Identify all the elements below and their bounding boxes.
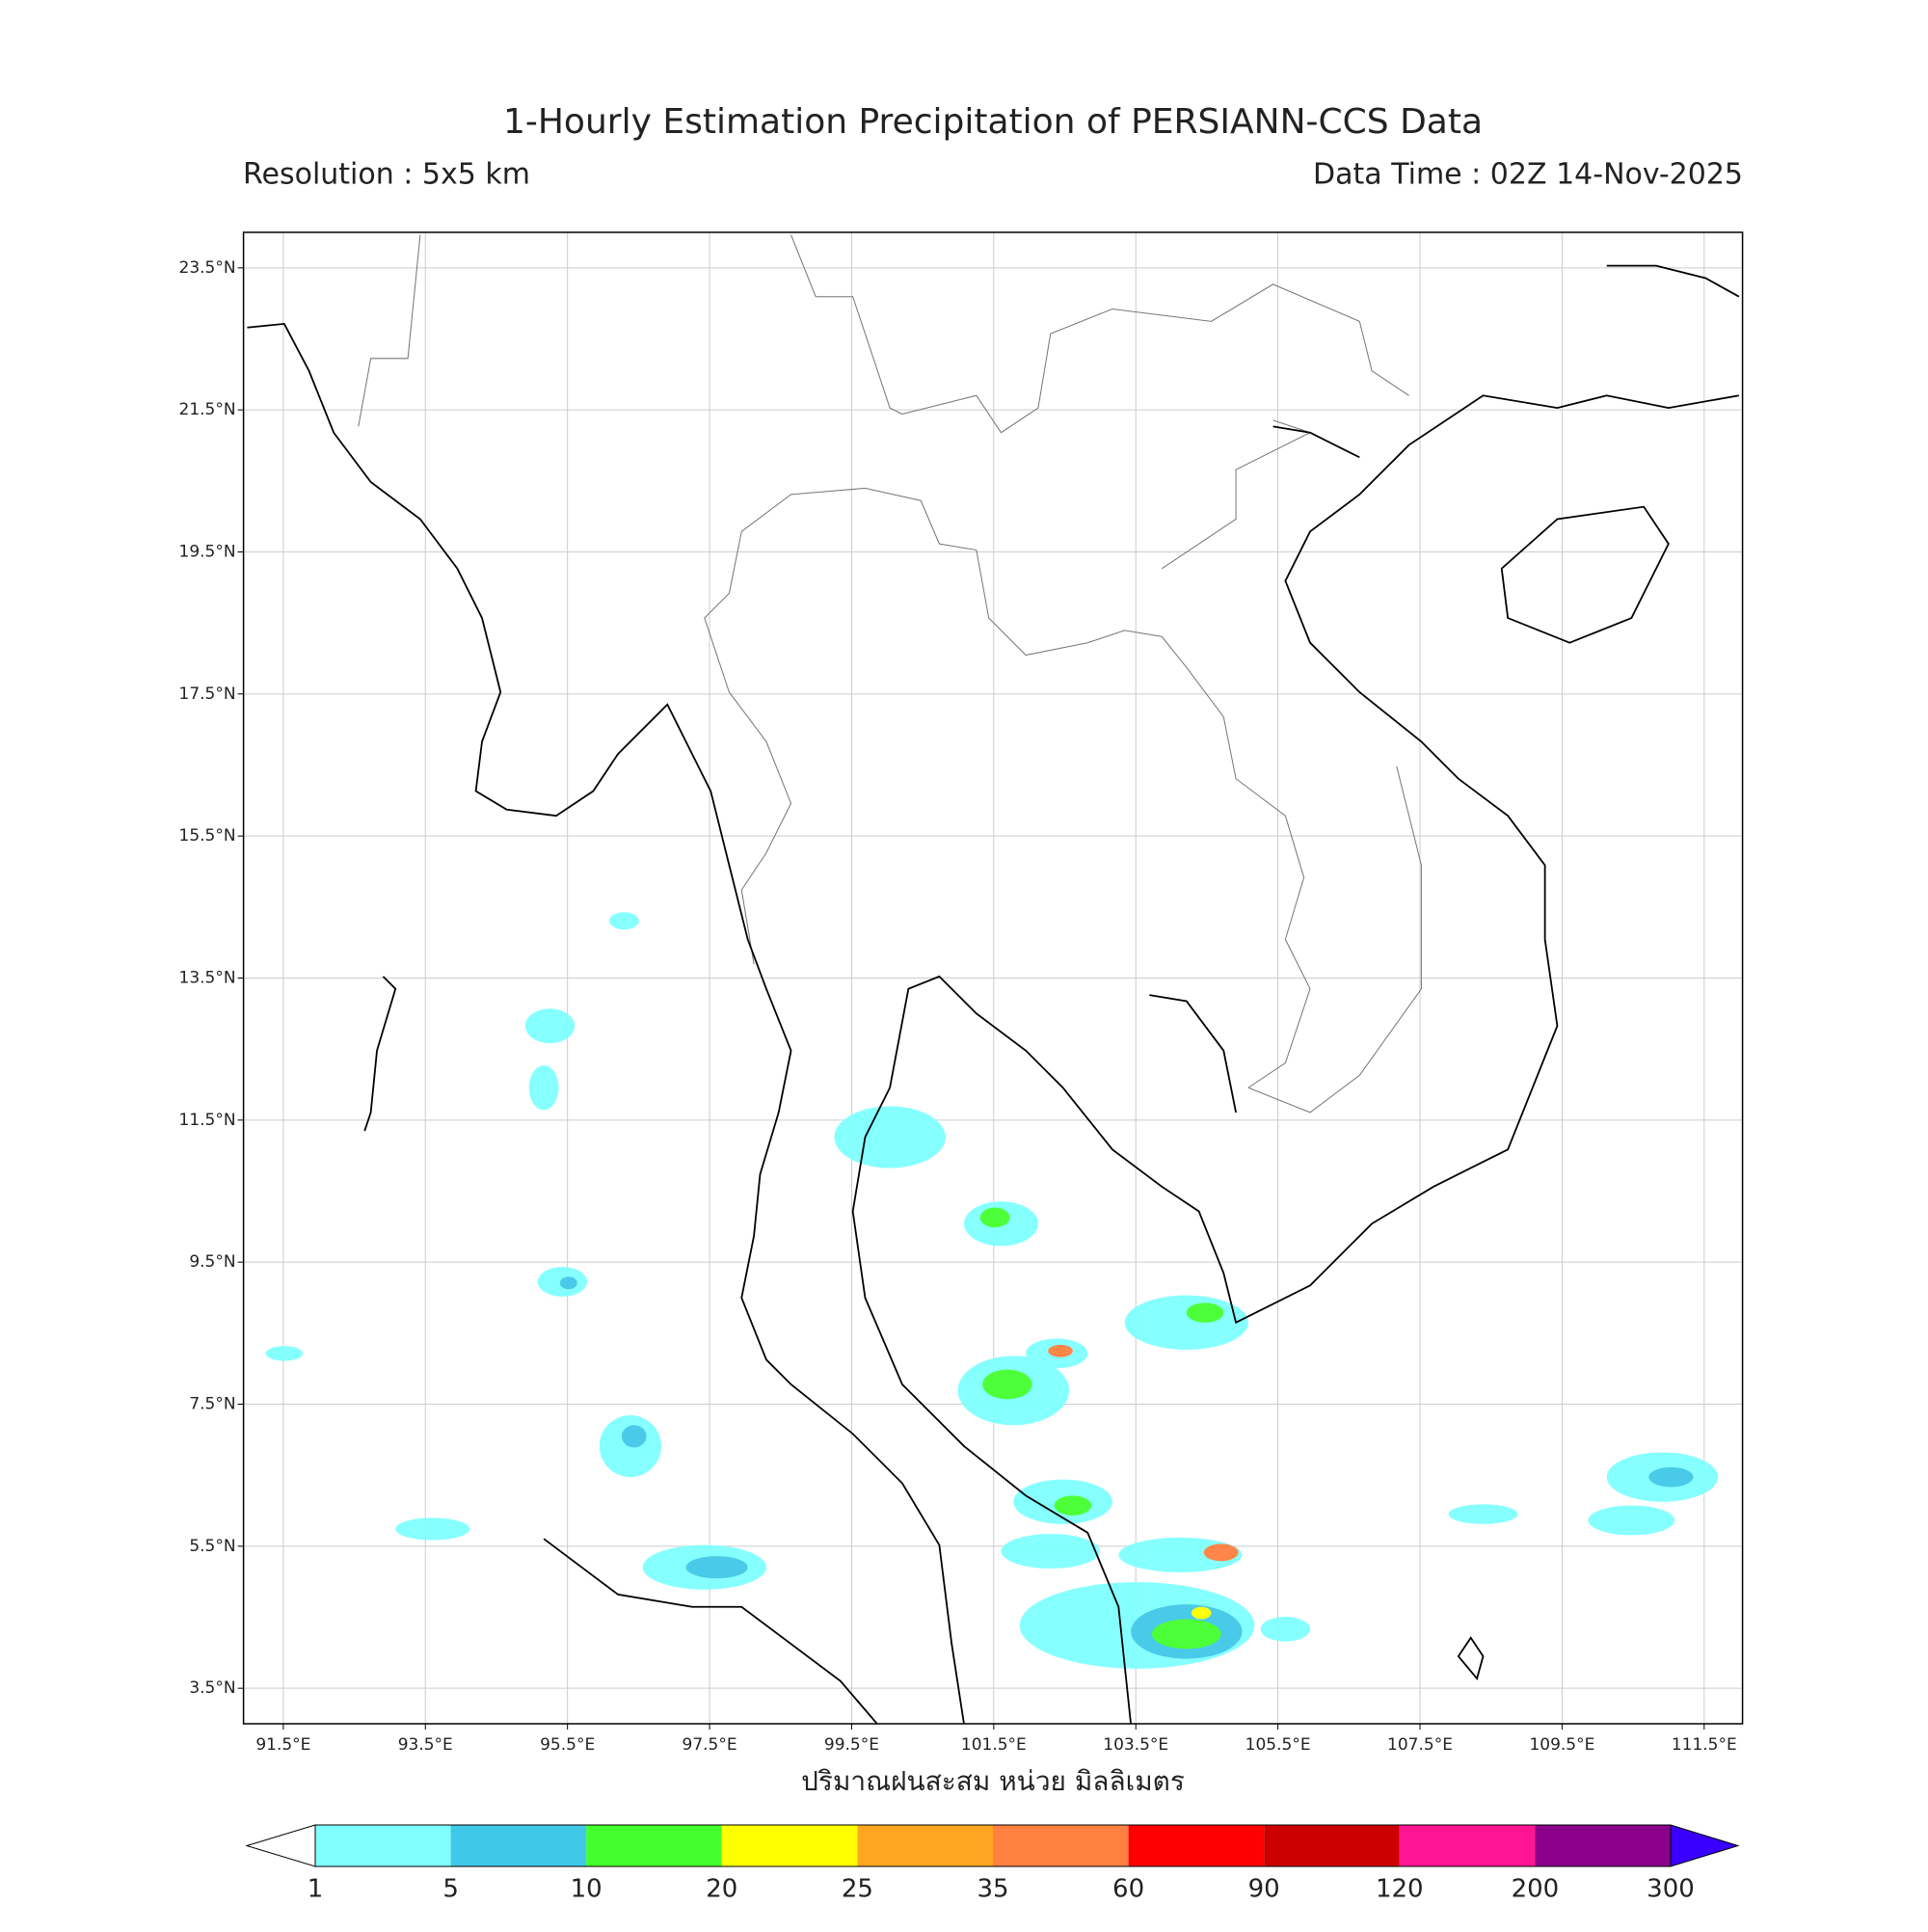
grid [243, 232, 1743, 1724]
colorbar-segment [1264, 1825, 1400, 1866]
colorbar-label: 1 [308, 1875, 324, 1904]
colorbar-label: 35 [977, 1875, 1008, 1904]
x-tick-label: 97.5°E [683, 1735, 737, 1755]
x-tick-label: 93.5°E [398, 1735, 453, 1755]
colorbar-label: 200 [1512, 1875, 1560, 1904]
colorbar-segment [721, 1825, 858, 1866]
colorbar-segment [993, 1825, 1129, 1866]
data-time: Data Time : 02Z 14-Nov-2025 [1313, 158, 1743, 192]
colorbar-segment [315, 1825, 451, 1866]
x-tick-label: 107.5°E [1387, 1735, 1453, 1755]
y-tick-label: 3.5°N [189, 1678, 235, 1698]
y-tick-label: 23.5°N [179, 258, 236, 278]
colorbar-label: 5 [442, 1875, 459, 1904]
rain-areas [265, 912, 1719, 1669]
x-tick-label: 95.5°E [540, 1735, 595, 1755]
colorbar-label: 300 [1647, 1875, 1695, 1904]
colorbar-outline [314, 1824, 1672, 1867]
x-tick-label: 101.5°E [961, 1735, 1027, 1755]
y-tick-label: 15.5°N [179, 826, 236, 845]
colorbar-segment [1535, 1825, 1671, 1866]
colorbar: 1 5 10 20 25 35 60 90 120 200 300 [245, 1824, 1740, 1904]
colorbar-label: 25 [842, 1875, 873, 1904]
coastlines [247, 264, 1740, 1726]
y-tick-label: 21.5°N [179, 400, 236, 419]
colorbar-label: 20 [706, 1875, 737, 1904]
colorbar-segment [1128, 1825, 1265, 1866]
colorbar-segment [857, 1825, 993, 1866]
y-tick-label: 9.5°N [189, 1252, 235, 1272]
x-tick-label: 103.5°E [1103, 1735, 1168, 1755]
y-tick-label: 11.5°N [179, 1111, 236, 1130]
y-tick-label: 7.5°N [189, 1395, 235, 1414]
x-tick-label: 105.5°E [1245, 1735, 1311, 1755]
colorbar-label: 10 [571, 1875, 602, 1904]
x-tick-label: 109.5°E [1529, 1735, 1594, 1755]
x-tick-label: 91.5°E [255, 1735, 310, 1755]
title: 1-Hourly Estimation Precipitation of PER… [503, 102, 1483, 142]
colorbar-segment [450, 1825, 587, 1866]
y-tick-label: 5.5°N [189, 1537, 235, 1556]
country-borders [358, 234, 1422, 1114]
colorbar-segment [586, 1825, 722, 1866]
colorbar-label: 90 [1248, 1875, 1280, 1904]
y-tick-label: 19.5°N [179, 543, 236, 562]
x-axis-label: ปริมาณฝนสะสม หน่วย มิลลิเมตร [801, 1765, 1185, 1797]
y-tick-label: 17.5°N [179, 684, 236, 704]
colorbar-label: 60 [1112, 1875, 1144, 1904]
y-tick-label: 13.5°N [179, 969, 236, 988]
resolution: Resolution : 5x5 km [243, 158, 530, 192]
colorbar-segment [1399, 1825, 1536, 1866]
colorbar-label: 120 [1376, 1875, 1424, 1904]
basemap [247, 234, 1740, 1726]
x-tick-label: 99.5°E [824, 1735, 879, 1755]
colorbar-under [245, 1824, 316, 1867]
colorbar-over [1670, 1824, 1740, 1867]
x-tick-label: 111.5°E [1672, 1735, 1737, 1755]
